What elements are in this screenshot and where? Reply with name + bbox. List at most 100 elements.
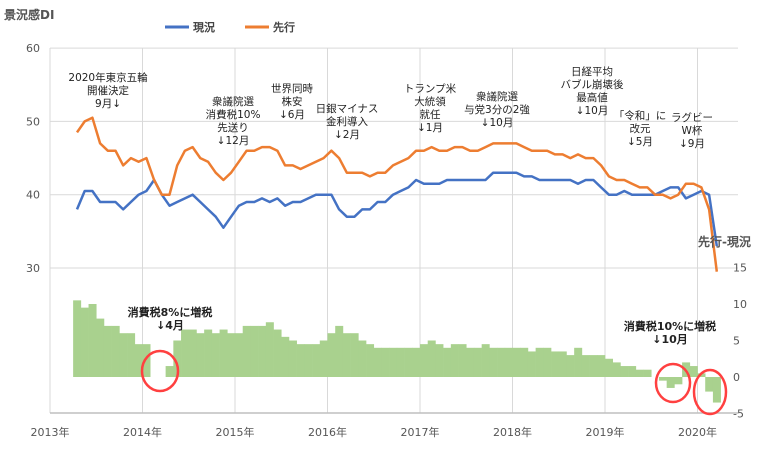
diff-bar: [450, 344, 459, 377]
diff-bar: [358, 340, 367, 377]
diff-bar: [227, 333, 236, 377]
diff-bar: [666, 377, 675, 388]
diff-bar: [412, 347, 421, 377]
diff-bar: [389, 347, 398, 377]
diff-bar: [635, 369, 644, 377]
diff-bar: [258, 325, 267, 377]
diff-bar: [173, 340, 182, 377]
highlight-circle: [140, 349, 180, 393]
right-tick-label: 5: [733, 335, 740, 348]
diff-bar: [188, 329, 197, 377]
diff-bar: [103, 325, 112, 377]
diff-bar: [689, 366, 698, 377]
diff-bar: [558, 351, 567, 377]
right-tick-label: 0: [733, 371, 740, 384]
diff-bar: [551, 351, 560, 377]
diff-bar: [473, 347, 482, 377]
series-line-senko: [75, 116, 719, 272]
left-tick-label: 30: [26, 262, 40, 275]
diff-bar: [712, 377, 721, 403]
diff-bar: [204, 329, 213, 377]
diff-bar: [574, 347, 583, 377]
diff-bar: [566, 355, 575, 377]
diff-bar: [605, 358, 614, 377]
diff-bar: [181, 329, 190, 377]
diff-bar: [520, 347, 529, 377]
right-tick-label: 10: [733, 298, 747, 311]
diff-bar: [497, 347, 506, 377]
x-tick-label: 2016年: [308, 425, 347, 439]
diff-bar: [427, 340, 436, 377]
chart-title: 景況感DI: [4, 8, 55, 22]
diff-bar: [420, 344, 429, 377]
diff-bar: [265, 322, 274, 377]
diff-bar: [504, 347, 513, 377]
annotation-tax10: 消費税10%に増税 ↓10月: [623, 320, 717, 346]
diff-bar: [658, 377, 667, 381]
diff-bar: [628, 366, 637, 377]
left-tick-label: 50: [26, 115, 40, 128]
x-tick-label: 2013年: [31, 425, 70, 439]
right-tick-label: 15: [733, 262, 747, 275]
diff-bar: [250, 325, 259, 377]
annotation-trump: トランプ米 大統領 就任 ↓1月: [403, 83, 457, 134]
diff-bar: [304, 344, 313, 377]
series-line-genkyo: [75, 171, 719, 247]
diff-bar: [350, 333, 359, 377]
diff-bar: [705, 377, 714, 392]
diff-bar: [80, 307, 89, 377]
left-tick-label: 40: [26, 189, 40, 202]
annotation-crash2015: 世界同時 株安 ↓6月: [271, 83, 313, 121]
x-tick-label: 2018年: [493, 425, 532, 439]
highlight-circle: [654, 362, 692, 404]
legend-label: 現況: [193, 20, 215, 34]
diff-bar: [396, 347, 405, 377]
diff-bar: [620, 366, 629, 377]
diff-bar: [235, 333, 244, 377]
right-axis-title: 先行-現況: [698, 235, 751, 249]
diff-bar: [481, 344, 490, 377]
diff-bar: [512, 347, 521, 377]
x-tick-label: 2020年: [678, 425, 717, 439]
x-tick-label: 2017年: [401, 425, 440, 439]
diff-bar: [219, 329, 228, 377]
x-tick-label: 2019年: [586, 425, 625, 439]
diff-bar: [312, 344, 321, 377]
diff-bar: [435, 344, 444, 377]
annotation-nikkei: 日経平均 バブル崩壊後 最高値 ↓10月: [560, 66, 624, 117]
annotation-tax8: 消費税8%に増税 ↓4月: [127, 306, 213, 332]
diff-bar: [535, 347, 544, 377]
highlight-circle: [692, 368, 728, 416]
right-tick-label: -5: [733, 408, 744, 421]
diff-bar: [443, 347, 452, 377]
diff-bar: [643, 369, 652, 377]
diff-bar: [196, 333, 205, 377]
diff-bar: [589, 355, 598, 377]
legend-label: 先行: [273, 20, 295, 34]
diff-bar: [281, 336, 290, 377]
annotation-olympics: 2020年東京五輪 開催決定 9月↓: [68, 72, 148, 110]
diff-bar: [335, 325, 344, 377]
annotation-reiwa: 「令和」に 改元 ↓5月: [613, 110, 667, 148]
diff-bar: [366, 344, 375, 377]
diff-bar: [527, 351, 536, 377]
diff-bar: [273, 329, 282, 377]
diff-bar: [288, 340, 297, 377]
x-tick-label: 2014年: [123, 425, 162, 439]
left-tick-label: 60: [26, 42, 40, 55]
diff-bar: [458, 344, 467, 377]
diff-bar: [142, 344, 151, 377]
diff-bar: [319, 340, 328, 377]
diff-bar: [119, 333, 128, 377]
annotation-election2017: 衆議院選 与党3分の2強 ↓10月: [464, 91, 530, 129]
diff-bar: [165, 366, 174, 377]
diff-bar: [489, 347, 498, 377]
diff-bar: [543, 347, 552, 377]
diff-bar: [381, 347, 390, 377]
diff-bar: [127, 333, 136, 377]
annotation-negrate: 日銀マイナス 金利導入 ↓2月: [315, 103, 379, 141]
x-tick-label: 2015年: [216, 425, 255, 439]
diff-bar: [242, 325, 251, 377]
